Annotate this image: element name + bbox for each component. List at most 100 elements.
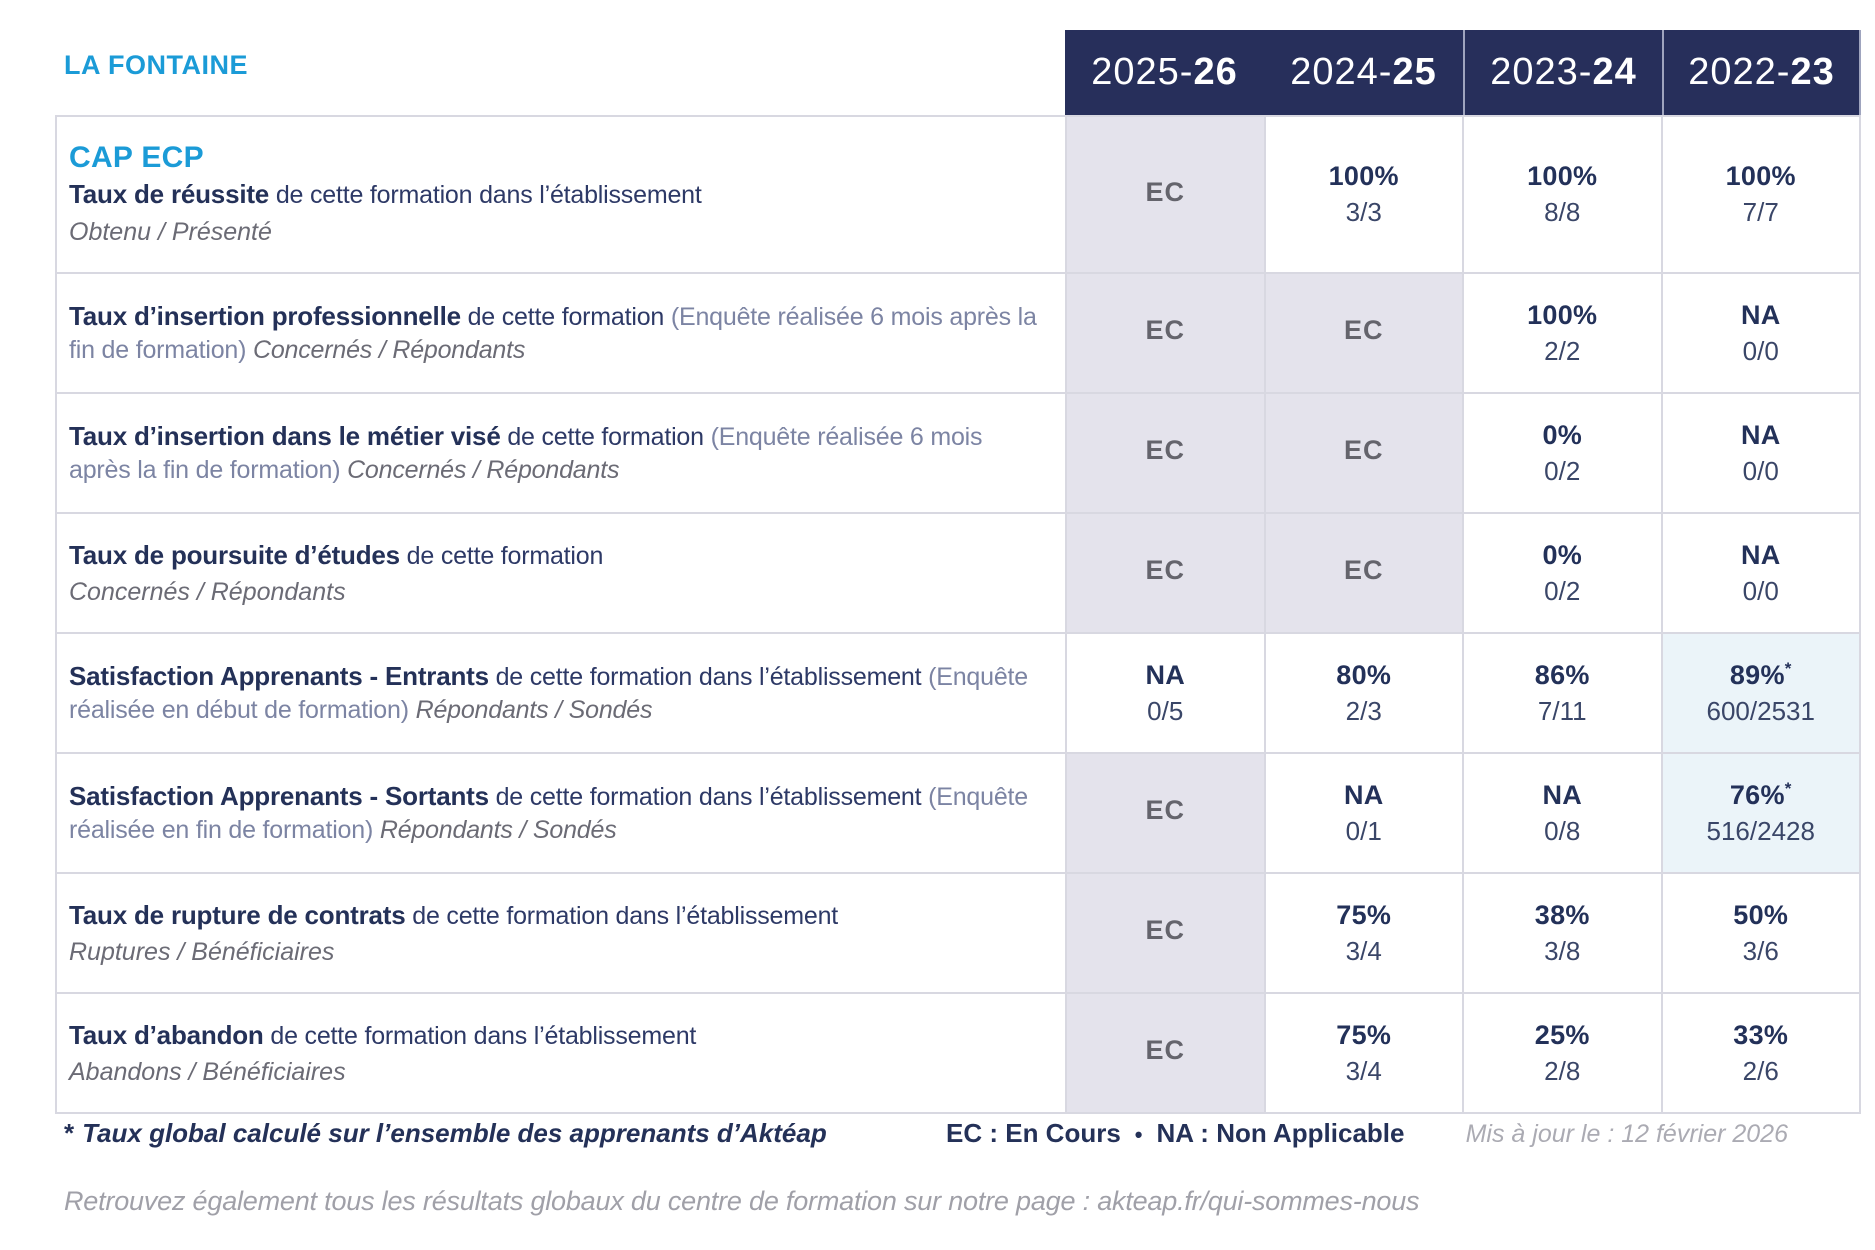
legend-ec: EC : En Cours [946, 1118, 1121, 1148]
asterisk-marker: * [1784, 778, 1792, 798]
program-title: CAP ECP [69, 141, 204, 174]
result-value: 80% [1336, 659, 1392, 690]
result-fraction: 3/4 [1345, 1055, 1382, 1086]
result-value: 86% [1534, 659, 1590, 690]
year-header-row: 2025- 26 2024- 25 2023- 24 2022- 23 [1065, 30, 1861, 115]
indicator-title-rest: de cette formation dans l’établissement [488, 662, 929, 691]
result-value: NA [1740, 419, 1781, 450]
result-value: 75% [1336, 899, 1392, 930]
indicator-title-bold: Satisfaction Apprenants - Entrants [69, 660, 489, 691]
legend-na: NA : Non Applicable [1156, 1118, 1405, 1148]
result-value: EC [1145, 915, 1185, 945]
indicator-title: Taux d’insertion professionnelle de cett… [69, 299, 1039, 368]
result-value: 100% [1725, 161, 1796, 191]
indicator-title: Taux d’abandon de cette formation dans l… [69, 1018, 1039, 1054]
result-fraction: 3/4 [1345, 935, 1382, 966]
year-column-2025-26: 2025- 26 [1065, 30, 1264, 115]
result-cell-2025-26: EC [1065, 274, 1264, 392]
table-row-taux-insertion-professionnelle: Taux d’insertion professionnelle de cett… [57, 272, 1859, 392]
indicator-note: (Enquête réalisée en début de formation) [69, 662, 1028, 725]
result-fraction: 0/0 [1742, 335, 1779, 366]
table-row-taux-insertion-metier-vise: Taux d’insertion dans le métier visé de … [57, 392, 1859, 512]
footnote-global-rate: * Taux global calculé sur l’ensemble des … [64, 1118, 827, 1149]
indicator-title: Taux d’insertion dans le métier visé de … [69, 419, 1039, 488]
indicator-title-bold: Satisfaction Apprenants - Sortants [69, 780, 489, 811]
indicator-title-rest: de cette formation dans l’établissement [263, 1021, 697, 1050]
result-fraction: 3/6 [1742, 935, 1779, 966]
result-value: 100% [1527, 299, 1598, 330]
bullet-separator: • [1134, 1122, 1143, 1147]
indicator-note: (Enquête réalisée en fin de formation) [69, 782, 1028, 845]
result-value: 38% [1534, 899, 1590, 930]
table-row-taux-abandon: Taux d’abandon de cette formation dans l… [57, 992, 1859, 1112]
result-value-number: 76% [1729, 779, 1785, 810]
year-suffix: 23 [1790, 51, 1835, 93]
indicator-title: Satisfaction Apprenants - Entrants de ce… [69, 659, 1039, 728]
year-column-2023-24: 2023- 24 [1463, 30, 1662, 115]
result-value: 76%* [1730, 780, 1792, 811]
result-cell-2025-26: EC [1065, 514, 1264, 632]
result-cell-2022-23: NA 0/0 [1660, 514, 1859, 632]
result-cell-2023-24: 0% 0/2 [1462, 514, 1661, 632]
year-prefix: 2024- [1290, 51, 1393, 93]
result-fraction: 3/8 [1544, 935, 1581, 966]
result-cell-2024-25: EC [1263, 274, 1462, 392]
result-fraction: 2/6 [1742, 1055, 1779, 1086]
indicator-title-rest: de cette formation [399, 541, 604, 570]
result-fraction: 7/7 [1742, 197, 1779, 227]
result-fraction: 0/0 [1742, 575, 1779, 606]
table-row-satisfaction-sortants: Satisfaction Apprenants - Sortants de ce… [57, 752, 1859, 872]
result-cell-2024-25: 75% 3/4 [1263, 994, 1462, 1112]
indicator-title-rest: de cette formation [500, 422, 711, 451]
year-suffix: 24 [1592, 51, 1637, 93]
result-value-number: 89% [1729, 659, 1785, 690]
global-results-note: Retrouvez également tous les résultats g… [64, 1186, 1420, 1216]
result-value: 25% [1534, 1019, 1590, 1050]
result-cell-2023-24: NA 0/8 [1462, 754, 1661, 872]
result-cell-2023-24: 86% 7/11 [1462, 634, 1661, 752]
result-value: EC [1343, 555, 1384, 585]
updated-date: Mis à jour le : 12 février 2026 [1465, 1120, 1788, 1148]
result-fraction: 600/2531 [1706, 695, 1815, 726]
asterisk-marker: * [1784, 658, 1792, 678]
result-value: EC [1145, 176, 1185, 207]
indicator-title-bold: Taux de poursuite d’études [69, 539, 400, 570]
indicator-note: (Enquête réalisée 6 mois après la fin de… [69, 422, 983, 485]
ratio-label: Répondants / Sondés [379, 816, 617, 844]
indicator-title-bold: Taux de réussite [69, 179, 270, 209]
result-cell-2023-24: 25% 2/8 [1462, 994, 1661, 1112]
result-value: 0% [1542, 539, 1583, 570]
table-row-taux-poursuite-etudes: Taux de poursuite d’études de cette form… [57, 512, 1859, 632]
result-value: EC [1343, 435, 1384, 465]
result-value: 100% [1328, 161, 1399, 191]
result-fraction: 2/2 [1544, 335, 1581, 366]
result-value: 89%* [1730, 660, 1792, 691]
result-cell-2022-23: 50% 3/6 [1660, 874, 1859, 992]
result-cell-2024-25: 75% 3/4 [1263, 874, 1462, 992]
result-value: EC [1145, 555, 1185, 585]
result-value: NA [1343, 779, 1384, 810]
indicator-label: CAP ECP Taux de réussite de cette format… [57, 117, 1065, 272]
result-value: EC [1145, 795, 1185, 825]
result-cell-2024-25: EC [1263, 514, 1462, 632]
result-value: EC [1343, 315, 1384, 345]
indicator-title-bold: Taux d’abandon [69, 1019, 264, 1050]
result-value: NA [1542, 779, 1583, 810]
result-value: NA [1145, 659, 1186, 690]
result-cell-2023-24: 100% 8/8 [1462, 117, 1661, 272]
indicator-label: Taux d’abandon de cette formation dans l… [57, 994, 1065, 1112]
indicator-title-rest: de cette formation dans l’établissement [488, 782, 929, 811]
footnote-text: Taux global calculé sur l’ensemble des a… [82, 1118, 827, 1148]
result-value: NA [1740, 539, 1781, 570]
indicator-title-bold: Taux de rupture de contrats [69, 899, 406, 930]
indicator-label: Taux d’insertion professionnelle de cett… [57, 274, 1065, 392]
year-column-2022-23: 2022- 23 [1662, 30, 1861, 115]
result-fraction: 0/1 [1345, 815, 1382, 846]
ratio-label: Concernés / Répondants [69, 578, 346, 606]
result-cell-2025-26: EC [1065, 754, 1264, 872]
result-cell-2024-25: NA 0/1 [1263, 754, 1462, 872]
asterisk-marker: * [64, 1118, 75, 1148]
result-cell-2025-26: EC [1065, 994, 1264, 1112]
indicator-label: Taux de poursuite d’études de cette form… [57, 514, 1065, 632]
